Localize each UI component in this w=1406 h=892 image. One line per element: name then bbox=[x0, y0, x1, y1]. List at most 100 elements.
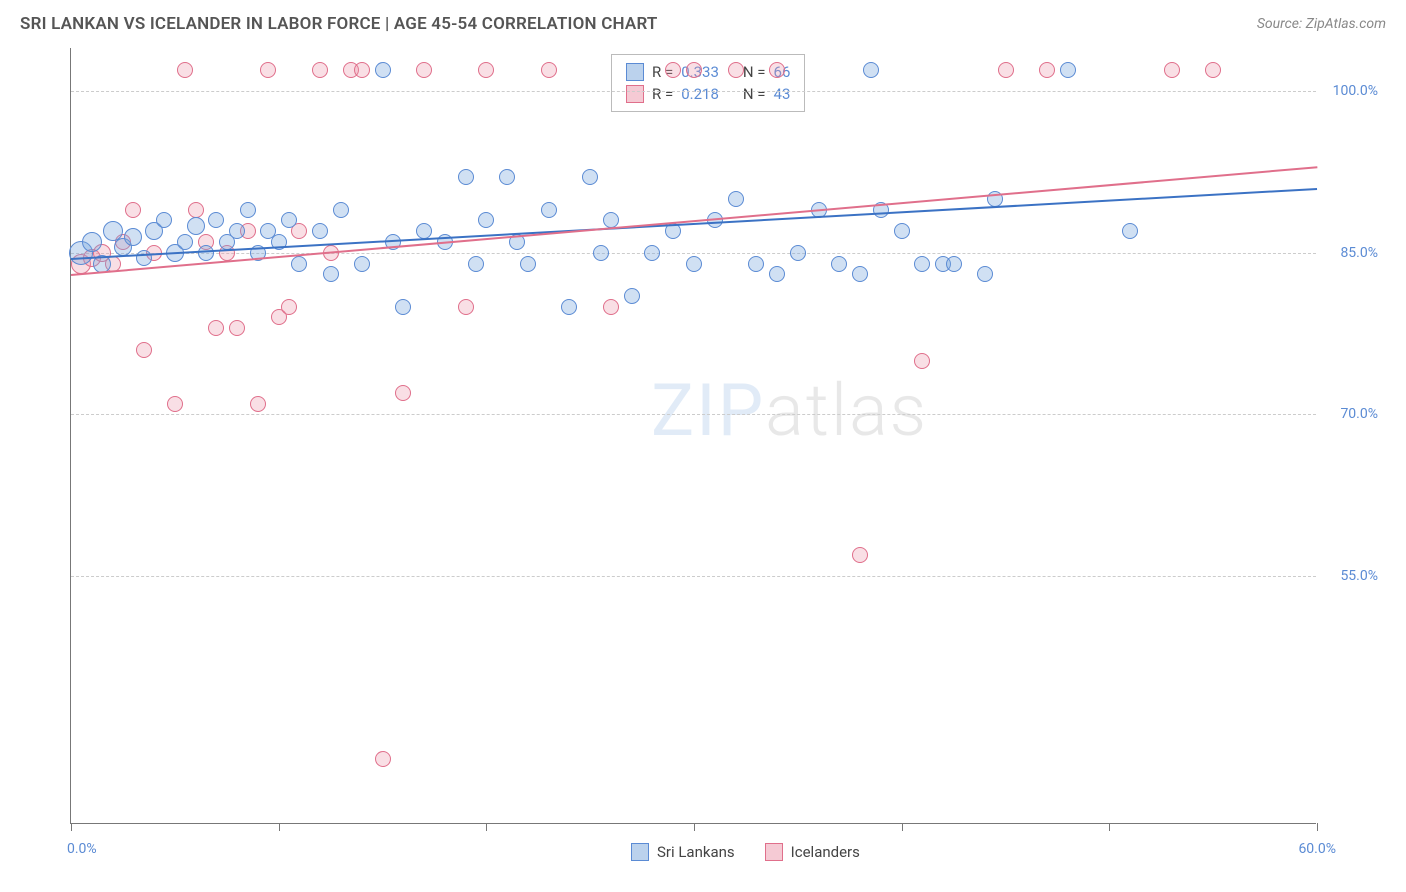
data-point-sri_lankans bbox=[323, 266, 339, 282]
data-point-sri_lankans bbox=[728, 191, 744, 207]
stat-n-value: 43 bbox=[774, 85, 791, 103]
data-point-sri_lankans bbox=[187, 217, 205, 235]
data-point-icelanders bbox=[395, 385, 411, 401]
stat-r-value: 0.218 bbox=[681, 85, 719, 103]
y-tick-label: 55.0% bbox=[1340, 568, 1378, 584]
data-point-sri_lankans bbox=[769, 266, 785, 282]
data-point-sri_lankans bbox=[686, 256, 702, 272]
data-point-icelanders bbox=[769, 62, 785, 78]
data-point-sri_lankans bbox=[582, 169, 598, 185]
data-point-sri_lankans bbox=[831, 256, 847, 272]
data-point-sri_lankans bbox=[946, 256, 962, 272]
x-tick bbox=[902, 823, 903, 831]
data-point-icelanders bbox=[375, 751, 391, 767]
data-point-sri_lankans bbox=[375, 62, 391, 78]
chart-header: SRI LANKAN VS ICELANDER IN LABOR FORCE |… bbox=[0, 0, 1406, 44]
data-point-sri_lankans bbox=[354, 256, 370, 272]
gridline bbox=[71, 576, 1316, 577]
x-tick bbox=[71, 823, 72, 831]
data-point-icelanders bbox=[478, 62, 494, 78]
legend-item-icelanders: Icelanders bbox=[765, 843, 860, 861]
data-point-icelanders bbox=[312, 62, 328, 78]
data-point-sri_lankans bbox=[852, 266, 868, 282]
data-point-sri_lankans bbox=[281, 212, 297, 228]
plot-area: ZIPatlas R = 0.333 N = 66 R = 0.218 N = … bbox=[70, 48, 1316, 824]
data-point-sri_lankans bbox=[914, 256, 930, 272]
data-point-icelanders bbox=[260, 62, 276, 78]
data-point-sri_lankans bbox=[624, 288, 640, 304]
data-point-sri_lankans bbox=[333, 202, 349, 218]
data-point-sri_lankans bbox=[499, 169, 515, 185]
data-point-icelanders bbox=[1039, 62, 1055, 78]
data-point-sri_lankans bbox=[894, 223, 910, 239]
y-tick-label: 100.0% bbox=[1333, 83, 1378, 99]
data-point-sri_lankans bbox=[977, 266, 993, 282]
x-tick bbox=[1109, 823, 1110, 831]
x-tick bbox=[486, 823, 487, 831]
watermark-bold: ZIP bbox=[651, 368, 765, 453]
series-legend: Sri Lankans Icelanders bbox=[631, 843, 860, 861]
data-point-icelanders bbox=[281, 299, 297, 315]
y-tick-label: 70.0% bbox=[1340, 406, 1378, 422]
data-point-sri_lankans bbox=[863, 62, 879, 78]
data-point-sri_lankans bbox=[748, 256, 764, 272]
data-point-sri_lankans bbox=[240, 202, 256, 218]
gridline bbox=[71, 414, 1316, 415]
data-point-icelanders bbox=[914, 353, 930, 369]
y-tick-label: 85.0% bbox=[1340, 245, 1378, 261]
data-point-icelanders bbox=[354, 62, 370, 78]
data-point-sri_lankans bbox=[1122, 223, 1138, 239]
data-point-icelanders bbox=[125, 202, 141, 218]
data-point-sri_lankans bbox=[561, 299, 577, 315]
data-point-sri_lankans bbox=[593, 245, 609, 261]
data-point-icelanders bbox=[188, 202, 204, 218]
stat-n-label: N = bbox=[743, 85, 766, 103]
data-point-sri_lankans bbox=[520, 256, 536, 272]
swatch-blue bbox=[626, 63, 644, 81]
watermark-thin: atlas bbox=[765, 368, 928, 453]
swatch-pink bbox=[765, 843, 783, 861]
data-point-icelanders bbox=[229, 320, 245, 336]
stats-row-icelander: R = 0.218 N = 43 bbox=[626, 83, 790, 105]
data-point-icelanders bbox=[728, 62, 744, 78]
x-tick bbox=[694, 823, 695, 831]
x-tick bbox=[279, 823, 280, 831]
data-point-sri_lankans bbox=[458, 169, 474, 185]
data-point-icelanders bbox=[686, 62, 702, 78]
x-axis-max-label: 60.0% bbox=[1298, 841, 1336, 857]
data-point-sri_lankans bbox=[312, 223, 328, 239]
data-point-icelanders bbox=[208, 320, 224, 336]
data-point-sri_lankans bbox=[291, 256, 307, 272]
data-point-sri_lankans bbox=[177, 234, 193, 250]
legend-label: Icelanders bbox=[791, 843, 860, 861]
data-point-sri_lankans bbox=[82, 232, 102, 252]
data-point-sri_lankans bbox=[644, 245, 660, 261]
data-point-icelanders bbox=[1205, 62, 1221, 78]
data-point-icelanders bbox=[167, 396, 183, 412]
data-point-sri_lankans bbox=[208, 212, 224, 228]
data-point-icelanders bbox=[1164, 62, 1180, 78]
data-point-icelanders bbox=[541, 62, 557, 78]
stat-r-label: R = bbox=[652, 85, 673, 103]
data-point-icelanders bbox=[416, 62, 432, 78]
chart-title: SRI LANKAN VS ICELANDER IN LABOR FORCE |… bbox=[20, 14, 658, 34]
data-point-sri_lankans bbox=[478, 212, 494, 228]
data-point-sri_lankans bbox=[541, 202, 557, 218]
stat-n-label: N = bbox=[743, 63, 766, 81]
data-point-icelanders bbox=[250, 396, 266, 412]
data-point-sri_lankans bbox=[229, 223, 245, 239]
data-point-sri_lankans bbox=[124, 228, 142, 246]
swatch-pink bbox=[626, 85, 644, 103]
data-point-icelanders bbox=[998, 62, 1014, 78]
source-attribution: Source: ZipAtlas.com bbox=[1257, 16, 1386, 32]
data-point-icelanders bbox=[603, 299, 619, 315]
data-point-sri_lankans bbox=[198, 245, 214, 261]
data-point-icelanders bbox=[136, 342, 152, 358]
data-point-icelanders bbox=[665, 62, 681, 78]
legend-item-sri-lankans: Sri Lankans bbox=[631, 843, 735, 861]
data-point-sri_lankans bbox=[395, 299, 411, 315]
data-point-icelanders bbox=[177, 62, 193, 78]
data-point-sri_lankans bbox=[1060, 62, 1076, 78]
stats-row-sri-lankan: R = 0.333 N = 66 bbox=[626, 61, 790, 83]
data-point-icelanders bbox=[458, 299, 474, 315]
